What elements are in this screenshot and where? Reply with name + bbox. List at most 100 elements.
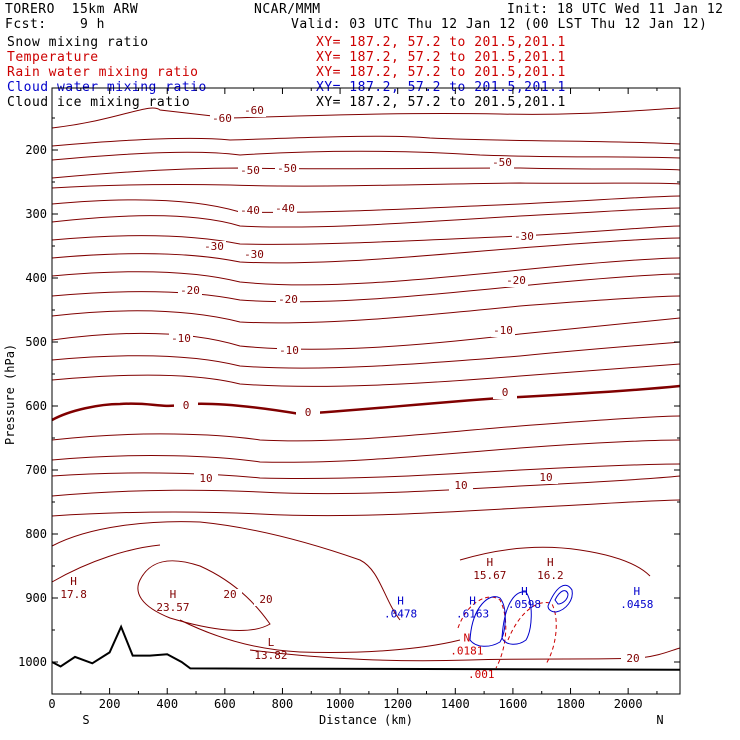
isotherm-plus16 bbox=[51, 544, 161, 583]
extremum-value: 23.57 bbox=[156, 601, 189, 614]
contour-label: -20 bbox=[278, 293, 298, 306]
x-end-left: S bbox=[82, 713, 89, 727]
plot-frame bbox=[51, 87, 681, 695]
isotherm-minus60 bbox=[51, 107, 681, 129]
legend-temperature-xy: XY= 187.2, 57.2 to 201.5,201.1 bbox=[316, 50, 566, 65]
extremum-marker: L bbox=[268, 636, 275, 649]
isotherm-plus2 bbox=[51, 415, 681, 442]
contour-label: 20 bbox=[626, 652, 639, 665]
x-axis: 0 200 400 600 800 1000 1200 1400 1600 1800 2000 bbox=[48, 88, 658, 711]
contour-label-bg bbox=[512, 231, 536, 243]
y-axis-title: Pressure (hPa) bbox=[3, 344, 17, 445]
extremum-marker: H bbox=[487, 556, 494, 569]
isotherm-minus50b bbox=[51, 182, 681, 189]
contour-label: -30 bbox=[244, 248, 264, 261]
x-end-right: N bbox=[656, 713, 663, 727]
isotherm-minus20 bbox=[51, 273, 681, 303]
x-axis-title: Distance (km) bbox=[319, 713, 413, 727]
cloud-water-contour-d bbox=[554, 590, 569, 605]
y-tick-label: 700 bbox=[25, 463, 47, 477]
contour-label: -50 bbox=[492, 156, 512, 169]
y-tick-label: 200 bbox=[25, 143, 47, 157]
x-tick-label: 1200 bbox=[383, 697, 412, 711]
isotherm-plus12 bbox=[51, 499, 681, 517]
isotherm-minus25 bbox=[51, 257, 681, 286]
contour-label-bg bbox=[273, 203, 297, 215]
contour-label-bg bbox=[490, 157, 514, 169]
contour-label: -40 bbox=[240, 204, 260, 217]
extremum-marker: H bbox=[469, 594, 476, 607]
rain-contour-a bbox=[457, 596, 507, 669]
contour-label-bg bbox=[275, 163, 299, 175]
extremum-value: 17.8 bbox=[60, 588, 87, 601]
legend-snow: Snow mixing ratio bbox=[7, 35, 149, 50]
legend-temperature: Temperature bbox=[7, 50, 99, 65]
isotherm-plus18 bbox=[137, 560, 271, 632]
isotherm-minus30 bbox=[51, 237, 681, 264]
isotherm-minus5 bbox=[51, 341, 681, 369]
isotherm-plus14 bbox=[51, 521, 401, 621]
contour-label: -20 bbox=[180, 284, 200, 297]
extremum-value: .0458 bbox=[620, 598, 653, 611]
cloud-water-contour-b bbox=[501, 591, 532, 645]
init-time: Init: 18 UTC Wed 11 Jan 12 bbox=[507, 2, 724, 17]
extremum-value: .6163 bbox=[456, 607, 489, 620]
contour-label: -60 bbox=[244, 104, 264, 117]
contour-label-bg bbox=[621, 653, 645, 665]
center-title: NCAR/MMM bbox=[254, 2, 321, 17]
y-tick-label: 600 bbox=[25, 399, 47, 413]
isotherm-minus10 bbox=[51, 317, 681, 350]
x-tick-label: 800 bbox=[272, 697, 294, 711]
isotherm-minus55a bbox=[51, 150, 681, 161]
legend-cloud-ice-xy: XY= 187.2, 57.2 to 201.5,201.1 bbox=[316, 95, 566, 110]
contour-label: 10 bbox=[539, 471, 552, 484]
contour-labels: -60 -60 -50 -50 -50 -40 -40 -30 -30 -30 -20 -20 -20 -… bbox=[169, 104, 645, 665]
contour-label: -40 bbox=[275, 202, 295, 215]
extremum-value: 15.67 bbox=[473, 569, 506, 582]
x-tick-label: 600 bbox=[214, 697, 236, 711]
contour-label: -10 bbox=[279, 344, 299, 357]
contour-label: -10 bbox=[493, 324, 513, 337]
contour-label: -50 bbox=[277, 162, 297, 175]
x-tick-label: 200 bbox=[99, 697, 121, 711]
isotherm-plus4 bbox=[51, 439, 681, 463]
x-tick-label: 1000 bbox=[326, 697, 355, 711]
contour-label: 20 bbox=[223, 588, 236, 601]
extremum-value: .0181 bbox=[450, 645, 483, 658]
isotherm-minus50 bbox=[51, 135, 681, 147]
extremum-value: .0598 bbox=[508, 598, 541, 611]
model-title: TORERO 15km ARW bbox=[5, 2, 139, 17]
valid-time: Valid: 03 UTC Thu 12 Jan 12 (00 LST Thu … bbox=[291, 17, 708, 32]
isotherm-minus45 bbox=[51, 195, 681, 213]
contour-label-bg bbox=[449, 480, 473, 492]
y-tick-label: 1000 bbox=[18, 655, 47, 669]
extremum-marker: H bbox=[170, 588, 177, 601]
isotherm-plus10 bbox=[51, 475, 681, 497]
contour-label: 0 bbox=[305, 406, 312, 419]
extremum-marker: N bbox=[464, 632, 471, 645]
contour-label-bg bbox=[504, 275, 528, 287]
isotherm-plus6 bbox=[51, 463, 681, 480]
y-tick-label: 300 bbox=[25, 207, 47, 221]
contour-label-bg bbox=[218, 589, 242, 601]
extremum-value: .001 bbox=[468, 668, 495, 681]
contour-label-bg bbox=[276, 294, 300, 306]
y-tick-label: 400 bbox=[25, 271, 47, 285]
x-tick-label: 400 bbox=[156, 697, 178, 711]
contour-label-bg bbox=[169, 333, 193, 345]
isotherm-minus40 bbox=[51, 207, 681, 228]
y-tick-label: 800 bbox=[25, 527, 47, 541]
contour-label-bg bbox=[210, 113, 234, 125]
contour-label-bg bbox=[534, 472, 558, 484]
contour-label: 0 bbox=[502, 386, 509, 399]
contour-label-bg bbox=[296, 407, 320, 419]
contour-label: -60 bbox=[212, 112, 232, 125]
extremum-marker: H bbox=[633, 585, 640, 598]
extremum-value: 13.82 bbox=[254, 649, 287, 662]
isotherm-0 bbox=[51, 384, 681, 422]
rain-contour-b bbox=[507, 602, 557, 665]
cloud-water-contour-c bbox=[547, 584, 573, 613]
isotherm-minus55b bbox=[51, 167, 681, 179]
